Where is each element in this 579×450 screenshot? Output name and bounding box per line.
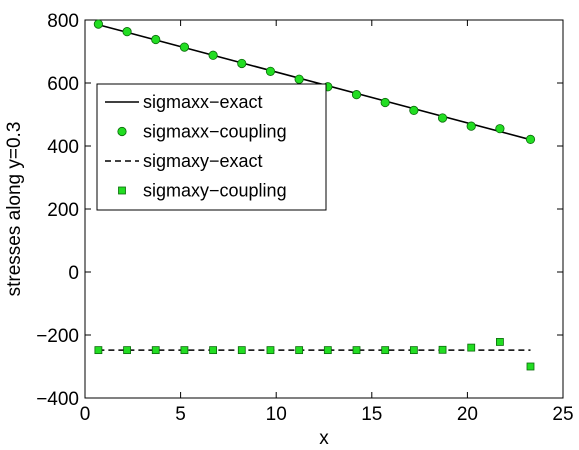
data-point-square: [526, 362, 535, 371]
legend-entry: sigmaxx−coupling: [117, 122, 287, 142]
data-point-circle: [208, 50, 218, 60]
legend-entry: sigmaxy−exact: [105, 151, 263, 171]
data-point-circle: [409, 105, 419, 116]
legend-entry: sigmaxy−coupling: [118, 181, 287, 201]
y-tick-label: 0: [68, 263, 79, 284]
x-tick-label: 15: [361, 404, 382, 425]
data-point-square: [209, 346, 218, 355]
data-point-circle: [122, 27, 132, 37]
x-axis-ticks: 0 5 10 15 20 25: [80, 20, 574, 425]
data-point-circle: [351, 90, 362, 100]
legend-label: sigmaxx−coupling: [143, 122, 287, 142]
data-point-square: [123, 346, 131, 355]
x-tick-label: 25: [552, 404, 573, 425]
x-tick-label: 10: [266, 404, 287, 425]
y-tick-label: 400: [47, 137, 79, 158]
data-point-square: [381, 346, 390, 355]
y-axis-title: stresses along y=0.3: [4, 122, 25, 297]
legend-label: sigmaxy−coupling: [143, 181, 287, 201]
y-tick-label: 600: [47, 74, 79, 95]
data-point-square: [323, 346, 332, 355]
y-tick-label: −400: [36, 389, 79, 410]
data-point-circle: [179, 42, 190, 52]
legend-swatch-marker: [118, 186, 126, 195]
data-point-circle: [495, 124, 505, 134]
data-point-square: [467, 343, 476, 352]
data-point-circle: [466, 121, 476, 131]
data-point-square: [409, 346, 418, 355]
data-point-square: [496, 338, 504, 346]
data-point-circle: [380, 97, 390, 108]
data-point-square: [237, 346, 246, 355]
legend-label: sigmaxy−exact: [143, 151, 263, 171]
y-tick-label: 200: [47, 200, 79, 221]
legend-entry: sigmaxx−exact: [105, 92, 263, 112]
data-point-square: [352, 346, 361, 355]
data-point-square: [266, 346, 275, 355]
data-point-circle: [151, 34, 161, 45]
x-tick-label: 0: [80, 404, 91, 425]
series-1: [93, 19, 536, 144]
y-axis-ticks: −400 −200 0 200 400 600 800: [36, 11, 563, 410]
data-point-square: [151, 346, 160, 355]
series-layer: [93, 19, 536, 371]
data-point-circle: [237, 58, 247, 69]
data-point-circle: [265, 66, 276, 76]
x-axis-title: x: [319, 428, 329, 449]
legend-label: sigmaxx−exact: [143, 92, 263, 112]
data-point-circle: [437, 113, 448, 123]
y-tick-label: −200: [36, 326, 79, 347]
data-point-square: [180, 346, 189, 355]
data-point-circle: [294, 74, 304, 84]
x-tick-label: 20: [457, 404, 478, 425]
data-point-square: [295, 346, 304, 355]
data-point-circle: [525, 134, 536, 144]
series-line: [98, 23, 531, 141]
legend-swatch-marker: [117, 126, 127, 137]
series-3: [94, 338, 535, 371]
x-tick-label: 5: [175, 404, 186, 425]
data-point-circle: [93, 19, 103, 29]
y-tick-label: 800: [47, 11, 79, 32]
data-point-square: [438, 345, 447, 354]
legend: sigmaxx−exact sigmaxx−coupling sigmaxy−exa…: [96, 83, 327, 211]
data-point-square: [94, 346, 103, 355]
legend-box: [96, 83, 327, 211]
series-0: [98, 23, 531, 141]
